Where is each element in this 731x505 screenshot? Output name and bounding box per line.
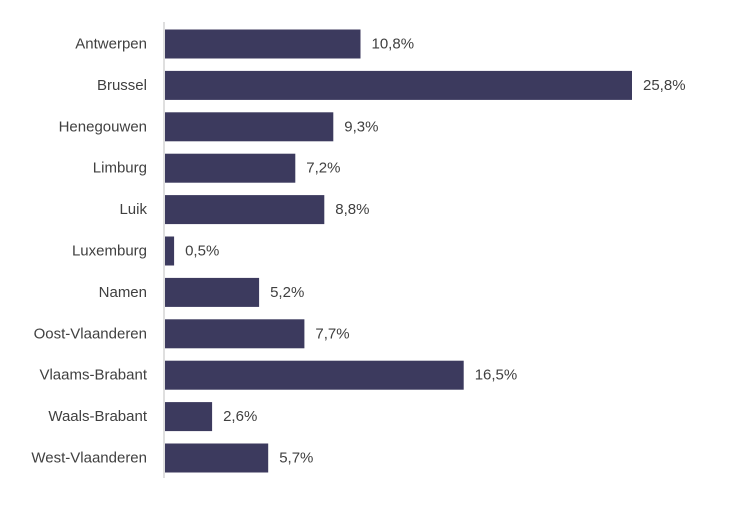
category-label: West-Vlaanderen	[31, 450, 147, 467]
category-label: Limburg	[93, 160, 147, 177]
bar-waals-brabant	[165, 402, 213, 432]
bar-luxemburg	[165, 236, 175, 266]
bar-namen	[165, 277, 260, 307]
data-label: 9,3%	[344, 118, 378, 135]
bar-limburg	[165, 153, 296, 183]
data-label: 5,7%	[279, 450, 313, 467]
bar-vlaams-brabant	[165, 360, 464, 390]
data-label: 10,8%	[372, 36, 415, 53]
bar-luik	[165, 195, 325, 225]
data-label: 7,7%	[315, 325, 349, 342]
data-label: 8,8%	[335, 201, 369, 218]
data-label: 0,5%	[185, 243, 219, 260]
category-label: Brussel	[97, 77, 147, 94]
category-label: Waals-Brabant	[48, 408, 147, 425]
category-label: Namen	[99, 284, 147, 301]
bar-brussel	[165, 70, 632, 100]
category-label: Vlaams-Brabant	[39, 367, 147, 384]
labels-layer: Antwerpen 10,8% Brussel 25,8% Henegouwen 9,3%…	[31, 36, 685, 467]
data-label: 16,5%	[475, 367, 518, 384]
bar-west-vlaanderen	[165, 443, 269, 473]
category-label: Oost-Vlaanderen	[34, 325, 147, 342]
data-label: 7,2%	[306, 160, 340, 177]
data-label: 2,6%	[223, 408, 257, 425]
data-label: 25,8%	[643, 77, 686, 94]
bar-oost-vlaanderen	[165, 319, 305, 349]
bar-henegouwen	[165, 112, 334, 142]
bar-antwerpen	[165, 29, 361, 59]
category-label: Luik	[119, 201, 147, 218]
data-label: 5,2%	[270, 284, 304, 301]
bars-layer	[165, 29, 632, 473]
category-label: Henegouwen	[59, 118, 147, 135]
category-label: Luxemburg	[72, 243, 147, 260]
category-label: Antwerpen	[75, 36, 147, 53]
